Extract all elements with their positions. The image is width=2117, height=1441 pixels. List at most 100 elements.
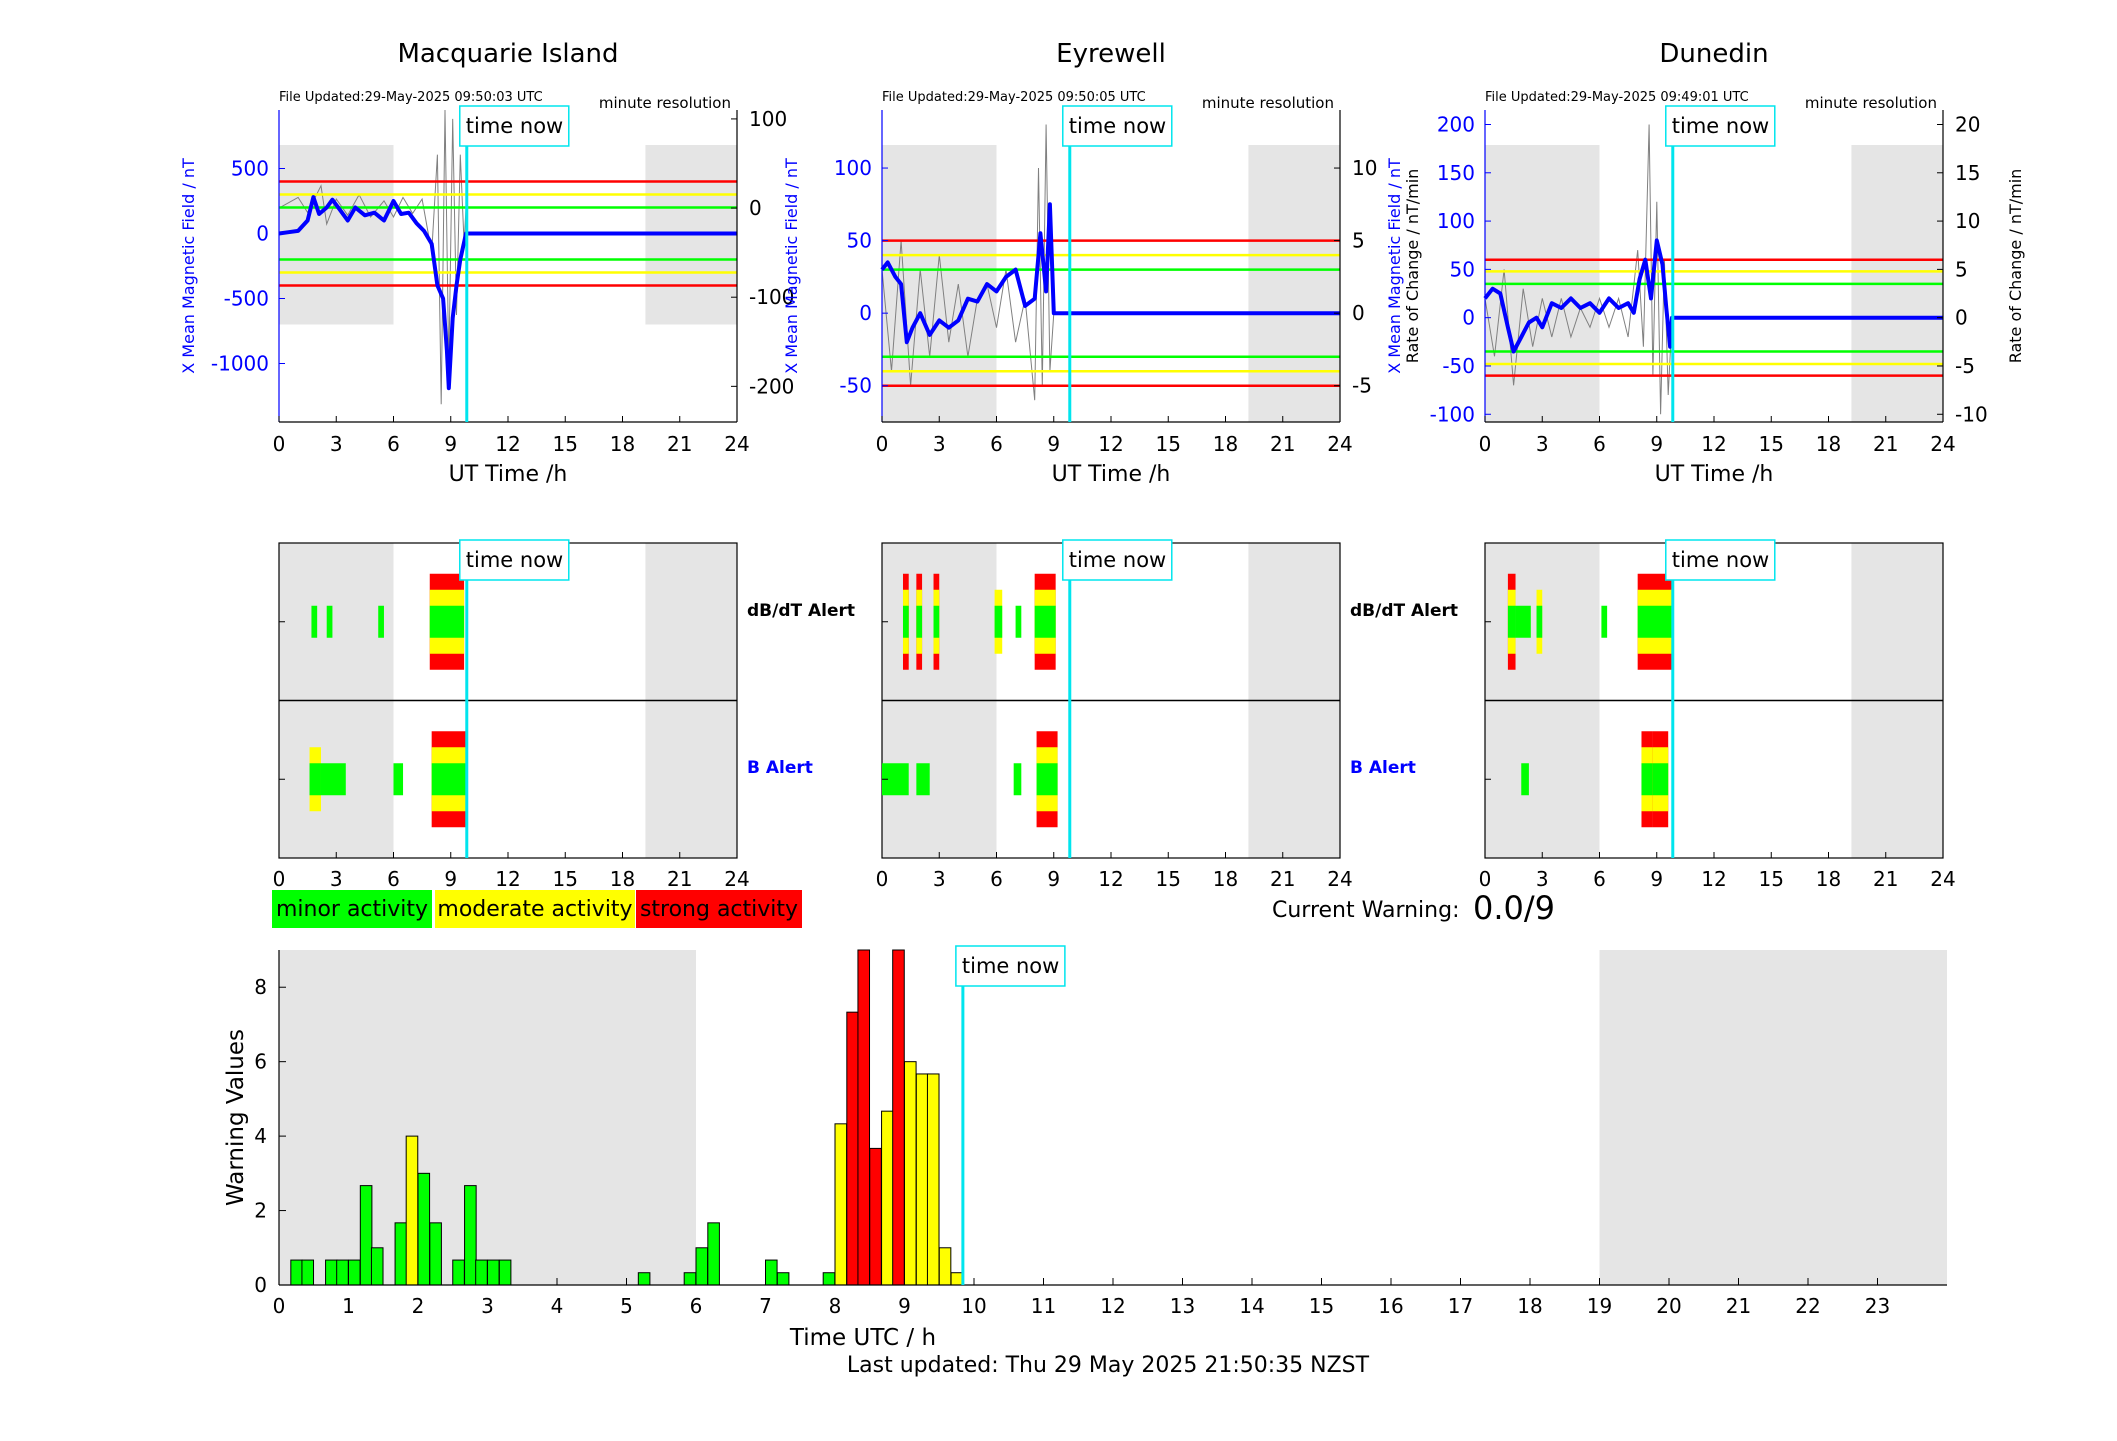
alert-x-tick-label: 3 (330, 867, 343, 891)
warning-x-tick-label: 5 (620, 1294, 633, 1318)
warning-y-tick-label: 8 (254, 975, 267, 999)
alert-time-now-label: time now (1672, 548, 1769, 572)
time-now-box (1665, 105, 1776, 147)
dbdt-block-minor (1637, 605, 1673, 638)
x-tick-label: 21 (667, 432, 692, 456)
roc-tick-label: 0 (749, 196, 762, 220)
b-block-minor (393, 763, 404, 796)
y-tick-label: 50 (1450, 257, 1475, 281)
warning-x-tick-label: 13 (1170, 1294, 1195, 1318)
warning-night-shade (279, 950, 696, 1285)
x-tick-label: 24 (724, 432, 749, 456)
warning-x-tick-label: 16 (1378, 1294, 1403, 1318)
x-tick-label: 6 (990, 432, 1003, 456)
y-tick-label: 100 (1437, 209, 1475, 233)
x-tick-label: 24 (1327, 432, 1352, 456)
warning-bar (881, 1110, 894, 1286)
y-tick-label: 0 (1462, 306, 1475, 330)
y-tick-label: 0 (256, 222, 269, 246)
x-tick-label: 18 (610, 432, 635, 456)
y-tick-label: -1000 (211, 352, 269, 376)
left-y-label: X Mean Magnetic Field / nT (179, 158, 198, 374)
roc-tick-label: -5 (1955, 354, 1975, 378)
warning-x-tick-label: 7 (759, 1294, 772, 1318)
alert-time-now-label: time now (466, 548, 563, 572)
x-tick-label: 9 (444, 432, 457, 456)
b-block-minor (916, 763, 930, 796)
alert-x-tick-label: 0 (1479, 867, 1492, 891)
dbdt-block-minor (1601, 605, 1608, 638)
warning-bar (707, 1222, 720, 1286)
dbdt-block-minor (1515, 605, 1531, 638)
alert-x-tick-label: 6 (387, 867, 400, 891)
file-updated: File Updated:29-May-2025 09:50:03 UTC (279, 90, 543, 105)
b-block-minor (1036, 763, 1058, 796)
b-block-minor (309, 763, 321, 796)
warning-x-tick-label: 12 (1100, 1294, 1125, 1318)
warning-bar (892, 949, 905, 1286)
warning-bar (938, 1247, 952, 1286)
time-now-label: time now (1672, 114, 1769, 138)
warning-x-tick-label: 21 (1726, 1294, 1751, 1318)
warning-bar (498, 1259, 512, 1286)
b-block-minor (1641, 763, 1653, 796)
b-block-minor (320, 763, 346, 796)
rate-of-change-line (278, 109, 467, 405)
x-tick-label: 24 (1930, 432, 1955, 456)
warning-bar (834, 1123, 848, 1286)
warning-x-tick-label: 15 (1309, 1294, 1334, 1318)
alert-time-now-box (459, 539, 570, 581)
warning-bar (857, 949, 871, 1286)
file-updated: File Updated:29-May-2025 09:50:05 UTC (882, 90, 1146, 105)
warning-bar (370, 1247, 384, 1286)
warning-x-tick-label: 0 (273, 1294, 286, 1318)
x-tick-label: 6 (1593, 432, 1606, 456)
warning-bar (950, 1272, 964, 1286)
warning-bar (926, 1073, 940, 1286)
warning-bar (776, 1272, 790, 1286)
alert-x-tick-label: 21 (667, 867, 692, 891)
x-tick-label: 15 (553, 432, 578, 456)
legend-minor-label: minor activity (276, 897, 428, 922)
warning-bar (904, 1061, 917, 1286)
alert-x-tick-label: 6 (990, 867, 1003, 891)
x-tick-label: 3 (330, 432, 343, 456)
warning-bar (695, 1247, 709, 1286)
dbdt-block-minor (326, 605, 333, 638)
alert-x-tick-label: 9 (444, 867, 457, 891)
x-tick-label: 3 (1536, 432, 1549, 456)
alert-x-tick-label: 24 (1930, 867, 1955, 891)
roc-tick-label: -10 (1955, 402, 1988, 426)
warning-bar (765, 1259, 778, 1286)
warning-x-tick-label: 18 (1517, 1294, 1542, 1318)
alert-x-tick-label: 3 (1536, 867, 1549, 891)
roc-tick-label: 20 (1955, 112, 1980, 136)
warning-x-tick-label: 1 (342, 1294, 355, 1318)
roc-tick-label: -100 (749, 285, 794, 309)
alert-x-tick-label: 24 (724, 867, 749, 891)
x-axis-label: UT Time /h (1052, 462, 1171, 487)
time-now-box (459, 105, 570, 147)
warning-bar (683, 1272, 697, 1286)
b-block-minor (431, 763, 467, 796)
x-tick-label: 15 (1156, 432, 1181, 456)
b-block-minor (1013, 763, 1022, 796)
alert-x-tick-label: 3 (933, 867, 946, 891)
legend-minor-swatch (272, 890, 432, 928)
warning-bar (359, 1185, 373, 1286)
warning-x-tick-label: 22 (1795, 1294, 1820, 1318)
night-shade (279, 145, 394, 325)
current-warning-label: Current Warning: (1272, 898, 1459, 923)
warning-x-tick-label: 23 (1865, 1294, 1890, 1318)
legend-moderate-label: moderate activity (437, 897, 632, 922)
alert-x-tick-label: 18 (1816, 867, 1841, 891)
warning-bar (290, 1259, 303, 1286)
x-axis-label: UT Time /h (449, 462, 568, 487)
roc-tick-label: -5 (1352, 374, 1372, 398)
alert-x-tick-label: 9 (1047, 867, 1060, 891)
roc-tick-label: 0 (1352, 301, 1365, 325)
x-tick-label: 15 (1759, 432, 1784, 456)
alert-x-tick-label: 18 (1213, 867, 1238, 891)
magnetic-field-line (278, 195, 737, 391)
